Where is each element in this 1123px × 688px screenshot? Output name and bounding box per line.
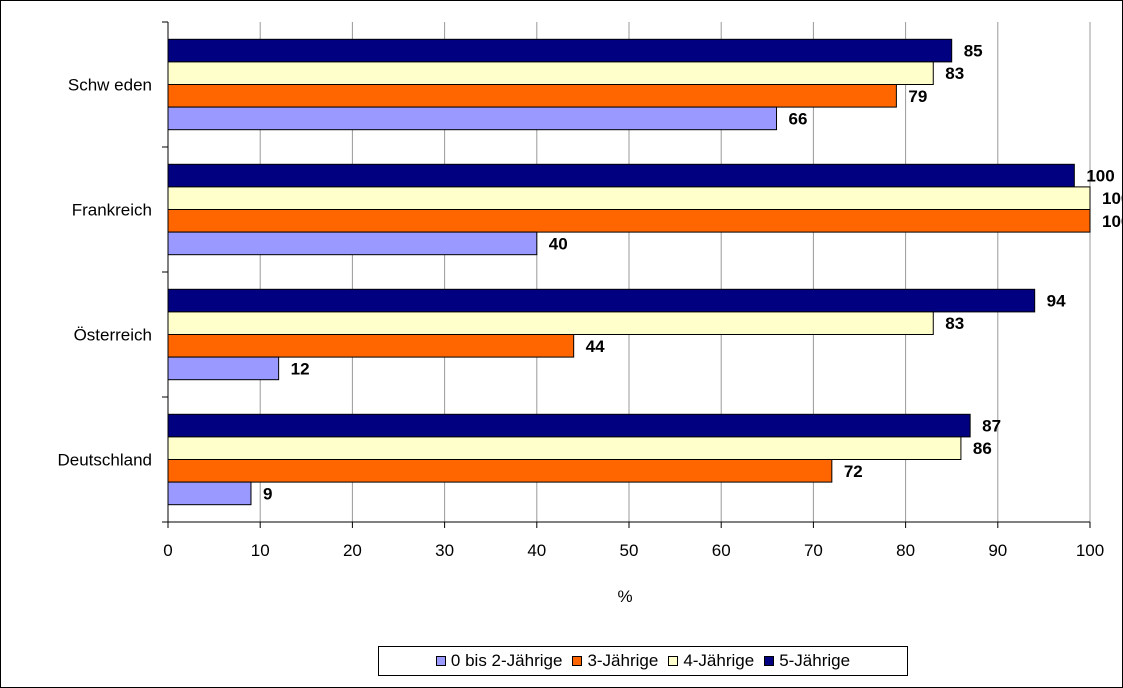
legend-swatch [435, 656, 446, 666]
category-label: Deutschland [57, 451, 152, 470]
data-label: 72 [844, 462, 863, 481]
bar [167, 311, 934, 335]
data-label: 66 [789, 109, 808, 128]
legend-label: 4-Jährige [683, 651, 755, 670]
x-tick-label: 70 [804, 541, 823, 560]
x-tick-label: 40 [527, 541, 546, 560]
data-label: 79 [908, 87, 927, 106]
bar [167, 481, 252, 506]
legend: 0 bis 2-Jährige 3-Jährige 4-Jährige 5-Jähri… [378, 646, 908, 676]
bar [167, 459, 833, 483]
x-tick-label: 80 [896, 541, 915, 560]
x-tick-label: 0 [163, 541, 172, 560]
legend-label: 0 bis 2-Jährige [450, 651, 563, 670]
category-label: Frankreich [72, 201, 152, 220]
data-label: 100 [1086, 167, 1114, 186]
category-label: Schw eden [68, 76, 152, 95]
bar [167, 186, 1091, 210]
data-label: 9 [263, 484, 272, 503]
x-tick-label: 30 [435, 541, 454, 560]
bar [167, 413, 971, 438]
x-tick-label: 90 [988, 541, 1007, 560]
category-label: Österreich [74, 326, 152, 345]
bar [167, 334, 575, 358]
x-tick-label: 10 [251, 541, 270, 560]
legend-item: 3-Jährige [572, 651, 658, 671]
data-label: 100 [1102, 189, 1123, 208]
data-label: 86 [973, 439, 992, 458]
data-label: 100 [1102, 212, 1123, 231]
bar [167, 356, 280, 381]
bar [167, 106, 778, 131]
x-tick-label: 50 [620, 541, 639, 560]
bar [167, 209, 1091, 233]
bar [167, 163, 1075, 188]
data-label: 44 [586, 337, 605, 356]
bar [167, 84, 897, 108]
legend-swatch [572, 656, 583, 666]
x-tick-label: 60 [712, 541, 731, 560]
data-label: 12 [291, 359, 310, 378]
data-label: 83 [945, 314, 964, 333]
x-tick-label: 100 [1076, 541, 1104, 560]
data-label: 85 [964, 42, 983, 61]
legend-item: 4-Jährige [668, 651, 754, 671]
data-label: 87 [982, 417, 1001, 436]
data-label: 83 [945, 64, 964, 83]
x-tick-label: 20 [343, 541, 362, 560]
legend-swatch [668, 656, 679, 666]
legend-label: 5-Jährige [779, 651, 851, 670]
bar [167, 436, 962, 460]
data-label: 94 [1047, 292, 1066, 311]
bar [167, 38, 953, 63]
bar [167, 288, 1036, 313]
legend-label: 3-Jährige [587, 651, 659, 670]
data-label: 40 [549, 234, 568, 253]
legend-swatch [764, 656, 775, 666]
legend-item: 5-Jährige [764, 651, 850, 671]
x-axis-title: % [617, 587, 632, 606]
bar [167, 61, 934, 86]
bar [167, 231, 538, 256]
legend-item: 0 bis 2-Jährige [435, 651, 563, 671]
